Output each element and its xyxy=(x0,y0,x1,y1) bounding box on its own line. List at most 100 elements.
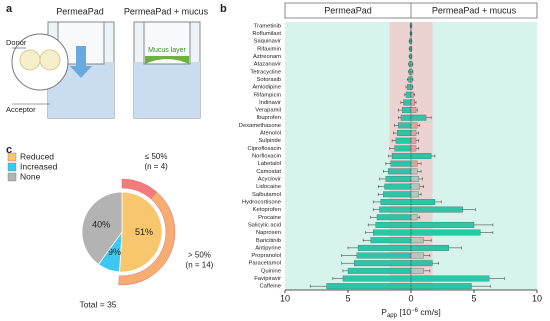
pie-slice xyxy=(81,191,123,265)
y-tick-label: Saquinavir xyxy=(254,39,281,45)
bar xyxy=(410,237,424,244)
bar xyxy=(410,145,417,152)
y-tick-label: Rifaximin xyxy=(257,46,281,52)
bar xyxy=(410,99,415,106)
panel-label: c xyxy=(6,144,12,156)
pie-value-label: 9% xyxy=(108,247,121,257)
donor-label: Donor xyxy=(6,38,27,47)
bar xyxy=(385,176,412,182)
x-axis-label-part: [10 xyxy=(397,307,411,317)
y-tick-label: Trametinib xyxy=(254,23,281,29)
x-tick-label: 5 xyxy=(345,293,350,303)
y-tick-label: Paracetamol xyxy=(248,261,281,267)
bar xyxy=(326,283,412,290)
panel-a: a PermeaPad PermeaPad + mucus Donor Acce… xyxy=(6,3,209,119)
bar xyxy=(400,114,412,121)
bar xyxy=(410,229,481,236)
pie-value-label: 51% xyxy=(135,227,153,237)
bar xyxy=(394,145,412,152)
bar xyxy=(410,168,418,175)
y-tick-label: Hydrocortisone xyxy=(242,199,281,205)
panel-label: b xyxy=(220,3,227,15)
mucus-layer xyxy=(145,56,189,64)
bar xyxy=(402,107,412,113)
x-tick-label: 0 xyxy=(408,293,413,303)
bar xyxy=(410,107,417,113)
bar xyxy=(388,168,412,175)
y-tick-label: Aztreonam xyxy=(253,54,281,60)
bar xyxy=(383,191,412,198)
x-axis-label: Papp [10−6 cm/s] xyxy=(381,307,440,318)
y-tick-label: Camostat xyxy=(256,169,281,175)
bar xyxy=(410,176,419,182)
y-tick-label: Ibuprofen xyxy=(257,115,282,121)
x-tick-label: 10 xyxy=(280,293,290,303)
legend-label: Reduced xyxy=(20,151,54,161)
diagram-title: PermeaPad + mucus xyxy=(124,6,209,16)
bar xyxy=(390,160,412,167)
y-tick-label: Naproxen xyxy=(256,230,281,236)
y-tick-label: Favipiravir xyxy=(254,276,281,282)
acceptor-label: Acceptor xyxy=(6,105,36,114)
bar xyxy=(373,229,412,236)
bar xyxy=(342,275,412,282)
bar xyxy=(410,191,419,198)
bar xyxy=(376,214,412,221)
bar xyxy=(347,267,412,274)
y-tick-label: Norfloxacin xyxy=(252,154,281,160)
bar xyxy=(380,199,412,205)
pie-slice xyxy=(119,191,163,273)
legend-swatch xyxy=(7,152,17,162)
legend-label: Increased xyxy=(20,161,58,171)
y-tick-label: Acyclovir xyxy=(258,177,281,183)
bar xyxy=(391,153,412,159)
panel-label: a xyxy=(6,3,13,15)
y-tick-label: Baricitinib xyxy=(256,238,281,244)
y-tick-label: Atenolol xyxy=(260,131,281,137)
y-tick-label: Salicylic acid xyxy=(248,222,281,228)
bar xyxy=(395,137,412,144)
ring-value-label: (n = 14) xyxy=(186,260,214,269)
bar xyxy=(370,237,412,244)
x-axis-label-part: cm/s] xyxy=(418,307,441,317)
header: PermeaPad xyxy=(324,5,372,15)
bar xyxy=(375,221,412,228)
y-tick-label: Labetalol xyxy=(257,161,281,167)
bar xyxy=(410,221,475,228)
bar xyxy=(410,199,436,205)
bar xyxy=(410,260,433,267)
legend-label: None xyxy=(20,171,41,181)
ring-value-label: (n = 4) xyxy=(144,162,168,171)
bar xyxy=(384,183,412,190)
y-tick-label: Dexamethasone xyxy=(239,123,281,129)
bar xyxy=(410,252,424,259)
diagram-title: PermeaPad xyxy=(56,6,104,16)
y-tick-label: Caffeine xyxy=(260,284,282,290)
bar xyxy=(398,122,412,129)
ring-label: > 50% xyxy=(188,250,211,259)
bar xyxy=(410,153,432,159)
bar xyxy=(410,214,418,221)
ring-segment xyxy=(118,191,176,286)
bar xyxy=(379,206,412,213)
y-tick-label: Amlodipine xyxy=(252,85,281,91)
y-tick-label: Indinavir xyxy=(259,100,281,106)
y-tick-label: Salbutamol xyxy=(252,192,281,198)
bar xyxy=(410,114,427,121)
y-tick-label: Roflumilast xyxy=(252,31,281,37)
y-tick-label: Propranolol xyxy=(251,253,281,259)
bar xyxy=(410,130,417,136)
y-tick-label: Procaine xyxy=(258,215,281,221)
bar xyxy=(407,84,412,91)
total-label: Total = 35 xyxy=(79,299,116,309)
liposome xyxy=(19,49,41,71)
y-tick-label: Sulpiride xyxy=(258,138,281,144)
mucus-label: Mucus layer xyxy=(148,47,186,54)
y-tick-label: Lidocaine xyxy=(256,184,281,190)
x-tick-label: 5 xyxy=(471,293,476,303)
x-axis-label-part: app xyxy=(387,313,398,319)
bar xyxy=(410,283,472,290)
bar xyxy=(410,160,418,167)
